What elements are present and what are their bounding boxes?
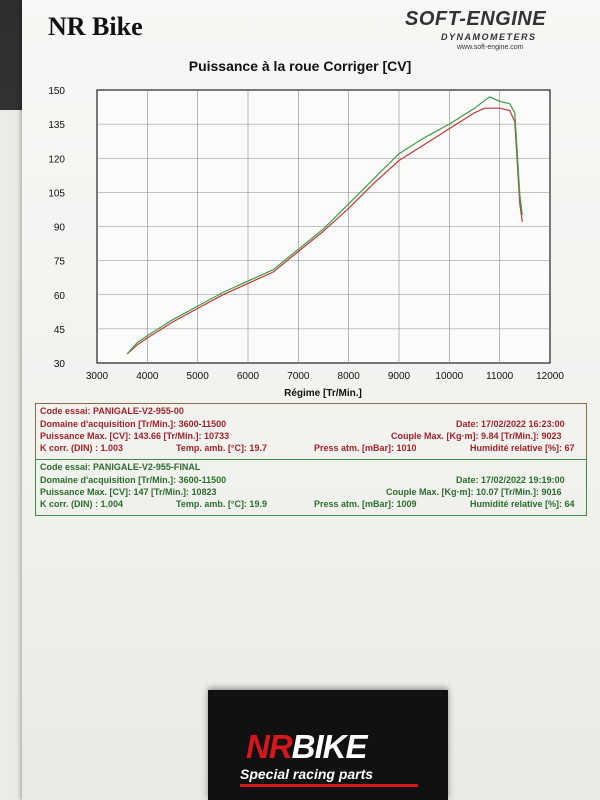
- logo-nr: NR: [246, 728, 293, 765]
- x-tick-label: 9000: [388, 371, 411, 382]
- logo-bike: BIKE: [291, 728, 368, 765]
- card-tagline: Special racing parts: [240, 766, 374, 782]
- x-tick-label: 10000: [435, 371, 463, 382]
- y-tick-label: 45: [54, 325, 66, 336]
- run1-humidity: Humidité relative [%]: 67: [470, 443, 575, 453]
- x-tick-label: 8000: [338, 371, 361, 382]
- grid: [97, 90, 550, 363]
- x-axis-label: Régime [Tr/Min.]: [284, 388, 362, 399]
- y-tick-label: 135: [48, 120, 65, 131]
- run2-kcorr: K corr. (DIN) : 1.004: [40, 499, 124, 509]
- x-tick-label: 5000: [187, 371, 210, 382]
- y-tick-label: 120: [48, 154, 65, 165]
- x-tick-label: 4000: [136, 371, 159, 382]
- nr-bike-card: NRBIKE Special racing parts: [208, 690, 448, 800]
- soft-engine-logo: SOFT-ENGINE DYNAMOMETERS www.soft-engine…: [405, 8, 565, 58]
- x-tick-label: 11000: [486, 371, 514, 382]
- series-line-1: [126, 107, 523, 355]
- logo-url-text: www.soft-engine.com: [457, 44, 524, 51]
- run2-temp: Temp. amb. [°C]: 19.9: [176, 499, 267, 509]
- y-tick-label: 30: [54, 359, 66, 370]
- run1-power: Puissance Max. [CV]: 143.66 [Tr/Min.]: 1…: [40, 431, 230, 441]
- run1-code: Code essai: PANIGALE-V2-955-00: [40, 406, 184, 416]
- run1-torque: Couple Max. [Kg·m]: 9.84 [Tr/Min.]: 9023: [391, 431, 562, 441]
- run2-press: Press atm. [mBar]: 1009: [314, 499, 417, 509]
- x-tick-label: 12000: [536, 371, 564, 382]
- x-tick-label: 7000: [287, 371, 310, 382]
- y-tick-label: 105: [48, 188, 65, 199]
- run1-temp: Temp. amb. [°C]: 19.7: [176, 443, 267, 453]
- y-tick-label: 60: [54, 291, 66, 302]
- run2-date: Date: 17/02/2022 19:19:00: [456, 475, 565, 485]
- run2-power: Puissance Max. [CV]: 147 [Tr/Min.]: 1082…: [40, 487, 217, 497]
- run-info-box-1: Code essai: PANIGALE-V2-955-00 Domaine d…: [35, 403, 587, 460]
- run2-torque: Couple Max. [Kg·m]: 10.07 [Tr/Min.]: 901…: [386, 487, 562, 497]
- run2-code: Code essai: PANIGALE-V2-955-FINAL: [40, 462, 201, 472]
- run-info-box-2: Code essai: PANIGALE-V2-955-FINAL Domain…: [35, 459, 587, 516]
- series-line-2: [126, 96, 523, 355]
- nr-bike-logo: NRBIKE: [246, 728, 368, 766]
- run1-date: Date: 17/02/2022 16:23:00: [456, 419, 565, 429]
- card-accent-line: [240, 784, 418, 787]
- run1-domain: Domaine d'acquisition [Tr/Min.]: 3600-11…: [40, 419, 227, 429]
- logo-sub-text: DYNAMOMETERS: [441, 32, 537, 42]
- axis-ticks: 3000 4000 5000 6000 7000 8000 9000 10000 11000 12…: [48, 86, 564, 382]
- logo-main-text: SOFT-ENGINE: [405, 8, 547, 30]
- y-tick-label: 90: [54, 223, 66, 234]
- y-tick-label: 150: [48, 86, 65, 97]
- x-tick-label: 3000: [86, 371, 109, 382]
- run2-domain: Domaine d'acquisition [Tr/Min.]: 3600-11…: [40, 475, 227, 485]
- x-tick-label: 6000: [237, 371, 260, 382]
- run1-kcorr: K corr. (DIN) : 1.003: [40, 443, 124, 453]
- y-tick-label: 75: [54, 257, 66, 268]
- series-lines: [126, 96, 523, 355]
- run1-press: Press atm. [mBar]: 1010: [314, 443, 417, 453]
- brand-title: NR Bike: [48, 12, 143, 41]
- run2-humidity: Humidité relative [%]: 64: [470, 499, 575, 509]
- chart-title: Puissance à la roue Corriger [CV]: [188, 58, 412, 74]
